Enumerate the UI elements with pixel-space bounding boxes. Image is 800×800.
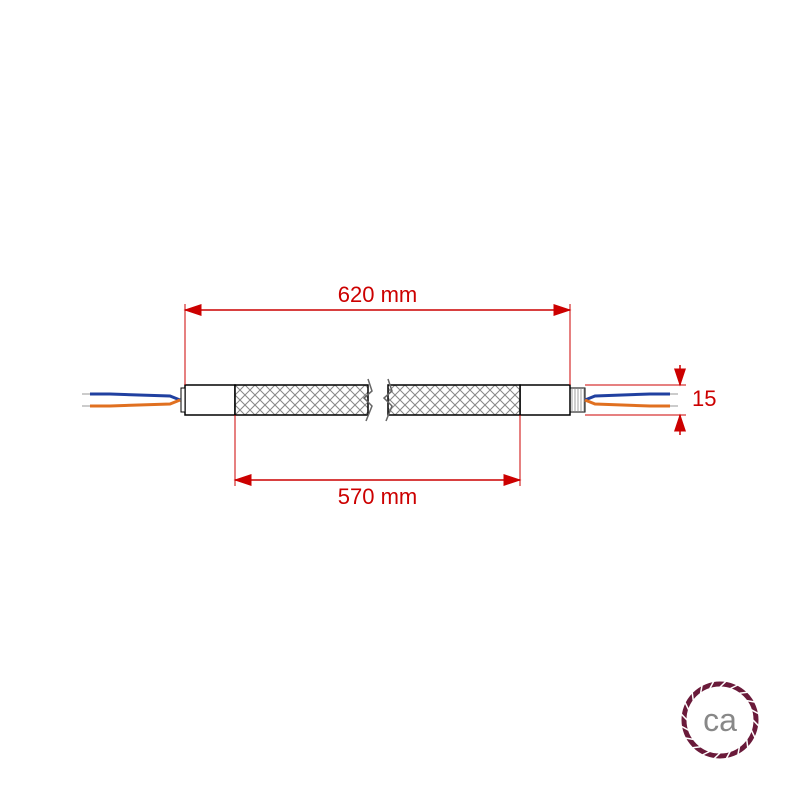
wire-right-orange [585, 400, 670, 406]
dim-label-bottom: 570 mm [338, 484, 417, 509]
ferrule-right [520, 385, 570, 415]
braided-tube-right [388, 385, 520, 415]
dim-label-top: 620 mm [338, 282, 417, 307]
wire-left-orange [90, 400, 180, 406]
wire-right-blue [585, 394, 670, 400]
brand-logo: ca [681, 681, 758, 758]
technical-drawing: 620 mm 570 mm 15 ca [0, 0, 800, 800]
ferrule-left [185, 385, 235, 415]
brand-logo-text: ca [703, 702, 737, 738]
braided-tube-left [235, 385, 368, 415]
wire-left-blue [90, 394, 180, 400]
dim-label-right: 15 [692, 386, 716, 411]
